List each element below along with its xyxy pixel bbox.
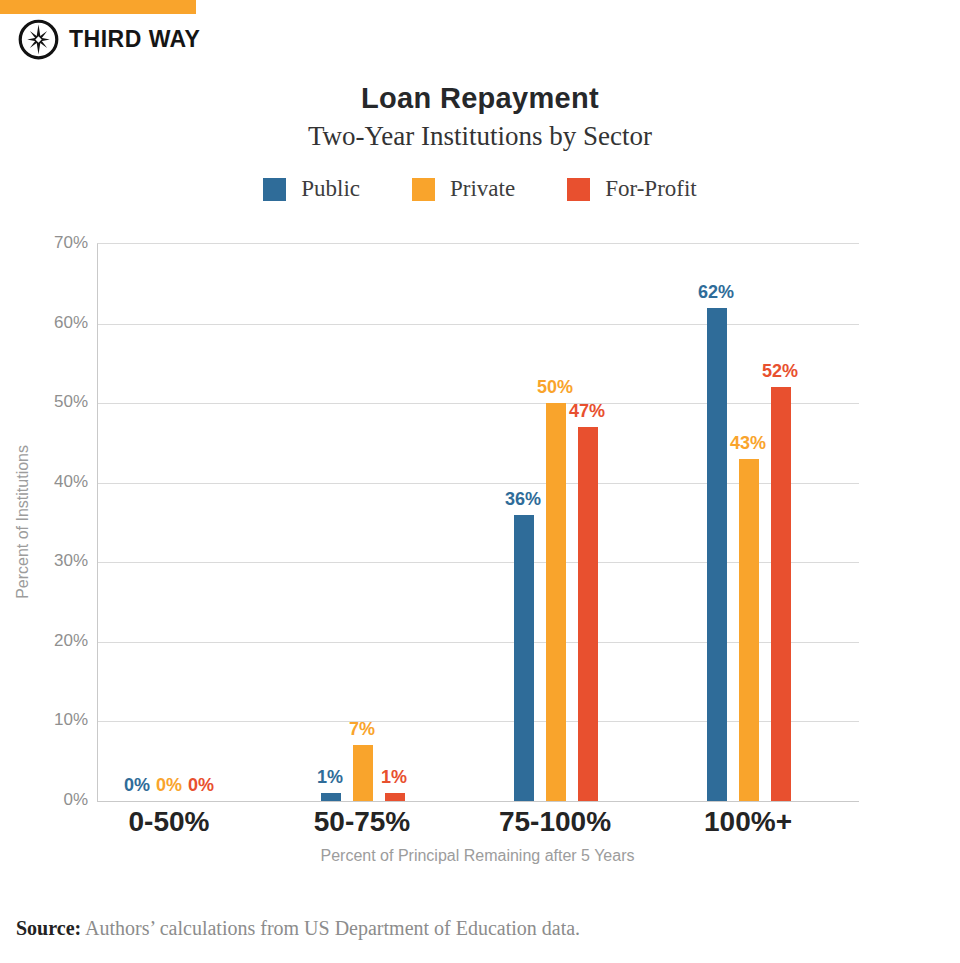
bar-value-private-100%+: 43% (716, 433, 780, 454)
x-category-50-75%: 50-75% (252, 806, 472, 838)
bar-public-50-75% (321, 793, 341, 801)
bar-value-for-profit-100%+: 52% (748, 361, 812, 382)
bar-value-private-50-75%: 7% (330, 719, 394, 740)
legend-swatch-for-profit (567, 178, 590, 201)
legend-label-public: Public (301, 176, 360, 202)
bar-public-100%+ (707, 308, 727, 801)
x-category-0-50%: 0-50% (59, 806, 279, 838)
y-axis-title: Percent of Institutions (14, 445, 32, 599)
bar-value-private-75-100%: 50% (523, 377, 587, 398)
y-tick-30: 30% (6, 551, 88, 571)
legend-item-public: Public (263, 176, 360, 202)
legend-swatch-private (412, 178, 435, 201)
y-tick-70: 70% (6, 233, 88, 253)
bar-value-public-75-100%: 36% (491, 489, 555, 510)
y-tick-20: 20% (6, 631, 88, 651)
bar-value-for-profit-50-75%: 1% (362, 767, 426, 788)
legend-label-for-profit: For-Profit (605, 176, 697, 202)
bar-value-public-50-75%: 1% (298, 767, 362, 788)
gridline-50 (98, 403, 859, 404)
y-tick-60: 60% (6, 313, 88, 333)
compass-logo-icon (16, 17, 61, 62)
bar-private-75-100% (546, 403, 566, 801)
legend-swatch-public (263, 178, 286, 201)
x-axis-title: Percent of Principal Remaining after 5 Y… (97, 847, 858, 865)
chart-legend: Public Private For-Profit (0, 176, 960, 202)
x-category-100%+: 100%+ (638, 806, 858, 838)
page-title: Loan Repayment (0, 82, 960, 115)
y-tick-50: 50% (6, 392, 88, 412)
bar-value-public-100%+: 62% (684, 282, 748, 303)
bar-for-profit-75-100% (578, 427, 598, 801)
bar-value-for-profit-75-100%: 47% (555, 401, 619, 422)
plot-area (97, 243, 859, 802)
brand-logo-text: THIRD WAY (69, 26, 200, 53)
brand-logo: THIRD WAY (16, 17, 200, 62)
source-text: Authors’ calculations from US Department… (81, 917, 580, 939)
bar-private-100%+ (739, 459, 759, 801)
source-label: Source: (16, 917, 81, 939)
bar-value-for-profit-0-50%: 0% (169, 775, 233, 796)
x-category-75-100%: 75-100% (445, 806, 665, 838)
legend-label-private: Private (450, 176, 515, 202)
legend-item-for-profit: For-Profit (567, 176, 697, 202)
bar-for-profit-50-75% (385, 793, 405, 801)
y-tick-40: 40% (6, 472, 88, 492)
y-tick-10: 10% (6, 710, 88, 730)
source-note: Source: Authors’ calculations from US De… (16, 917, 580, 940)
gridline-60 (98, 324, 859, 325)
bar-public-75-100% (514, 515, 534, 801)
brand-top-bar (0, 0, 196, 14)
legend-item-private: Private (412, 176, 515, 202)
page-subtitle: Two-Year Institutions by Sector (0, 121, 960, 152)
